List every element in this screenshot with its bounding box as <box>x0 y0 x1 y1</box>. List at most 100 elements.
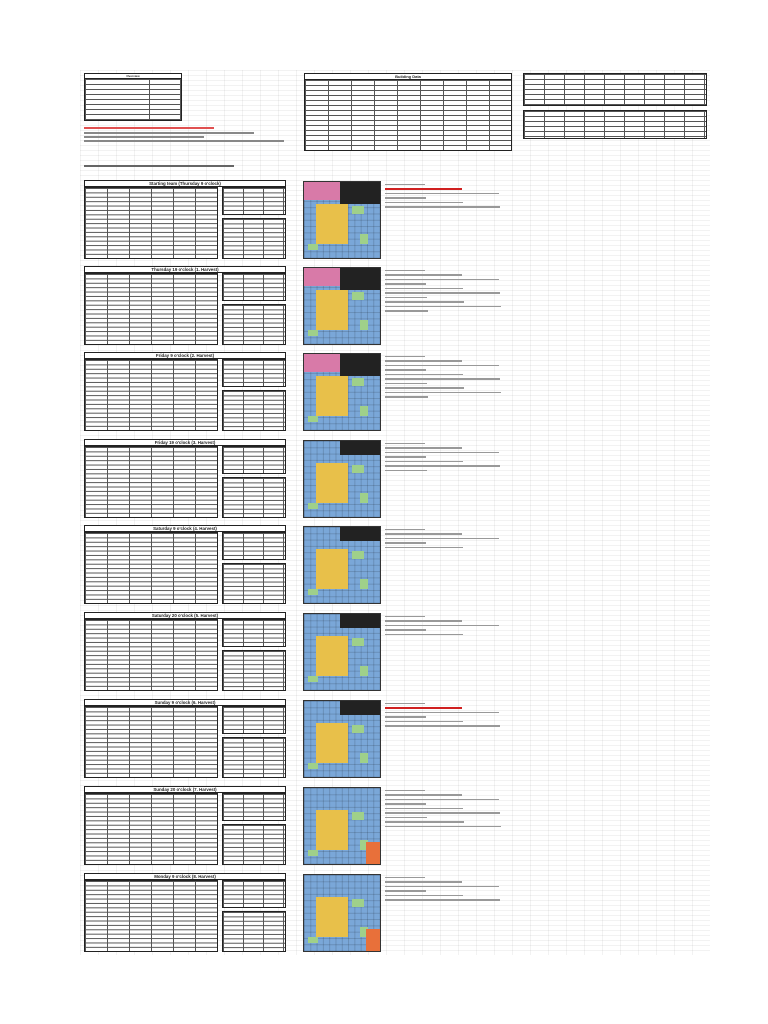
green-patch <box>352 206 364 214</box>
village-map <box>303 353 381 431</box>
stock-table <box>222 563 286 604</box>
green-patch <box>360 493 368 503</box>
resources-table <box>84 880 218 952</box>
step-line <box>385 546 463 549</box>
green-patch <box>308 589 318 595</box>
dark-zone <box>340 614 380 628</box>
top-right-table-2 <box>523 110 707 139</box>
plaza <box>316 810 348 850</box>
step-line <box>385 310 428 312</box>
orange-zone <box>366 842 380 864</box>
step-line <box>385 451 499 454</box>
step-line <box>385 703 425 705</box>
note-line-3 <box>84 140 284 142</box>
production-table <box>222 273 286 301</box>
step-line <box>385 373 463 376</box>
production-table <box>222 793 286 821</box>
green-patch <box>308 503 318 509</box>
step-line <box>385 364 499 367</box>
step-line <box>385 720 463 723</box>
production-table <box>222 446 286 474</box>
green-patch <box>352 292 364 300</box>
green-patch <box>352 812 364 820</box>
plaza <box>316 204 348 244</box>
step-line <box>385 396 428 398</box>
stock-table <box>222 824 286 865</box>
step-line <box>385 537 499 540</box>
production-table <box>222 880 286 908</box>
step-line <box>385 816 427 819</box>
step-line <box>385 270 425 272</box>
step-line <box>385 542 426 544</box>
step-line <box>385 803 426 805</box>
village-map <box>303 700 381 778</box>
step-line <box>385 278 499 281</box>
step-line <box>385 624 499 627</box>
stock-table <box>222 737 286 778</box>
section-title: Saturday 9 o'clock (4. Harvest) <box>84 525 286 532</box>
step-line <box>385 287 463 290</box>
section-title: Sunday 9 o'clock (6. Harvest) <box>84 699 286 706</box>
resources-table <box>84 359 218 431</box>
step-line <box>385 356 425 358</box>
section-title: Thursday 19 o'clock (1. Harvest) <box>84 266 286 273</box>
overview-grid <box>85 79 181 120</box>
step-line <box>385 378 500 380</box>
village-map <box>303 181 381 259</box>
section-title: Friday 19 o'clock (3. Harvest) <box>84 439 286 446</box>
step-line <box>385 790 425 792</box>
stock-table <box>222 650 286 691</box>
step-line <box>385 620 462 622</box>
section-title: Saturday 20 o'clock (5. Harvest) <box>84 612 286 619</box>
resources-table <box>84 187 218 259</box>
green-patch <box>352 465 364 473</box>
top-right-table-1 <box>523 73 707 106</box>
step-line <box>385 360 462 362</box>
note-line-2 <box>84 136 204 138</box>
build-steps <box>385 184 675 211</box>
plaza <box>316 463 348 503</box>
step-line <box>385 807 463 810</box>
green-patch <box>360 927 368 937</box>
step-line <box>385 188 462 190</box>
step-line <box>385 206 500 208</box>
green-patch <box>352 551 364 559</box>
village-map <box>303 874 381 952</box>
resources-table <box>84 273 218 345</box>
build-steps <box>385 616 675 638</box>
step-line <box>385 798 499 801</box>
section-title: Starting team (Thursday 9 o'clock) <box>84 180 286 187</box>
stock-table <box>222 390 286 431</box>
dark-zone <box>340 441 380 455</box>
note-line-red <box>84 127 214 129</box>
green-patch <box>308 676 318 682</box>
green-patch <box>360 753 368 763</box>
step-line <box>385 391 501 394</box>
step-line <box>385 890 426 892</box>
step-line <box>385 711 499 714</box>
step-line <box>385 274 462 276</box>
step-line <box>385 469 427 472</box>
green-patch <box>352 899 364 907</box>
step-line <box>385 716 426 718</box>
step-line <box>385 283 426 285</box>
village-map <box>303 526 381 604</box>
step-line <box>385 460 463 463</box>
production-table <box>222 187 286 215</box>
plaza <box>316 549 348 589</box>
stock-table <box>222 304 286 345</box>
village-map <box>303 440 381 518</box>
plaza <box>316 636 348 676</box>
resources-table <box>84 793 218 865</box>
step-line <box>385 192 499 195</box>
step-line <box>385 456 426 458</box>
resources-table <box>84 532 218 604</box>
green-patch <box>360 234 368 244</box>
stock-table <box>222 477 286 518</box>
overview-table: Overview <box>84 73 182 121</box>
green-patch <box>308 763 318 769</box>
green-patch <box>360 840 368 850</box>
build-steps <box>385 529 675 551</box>
step-line <box>385 794 462 796</box>
